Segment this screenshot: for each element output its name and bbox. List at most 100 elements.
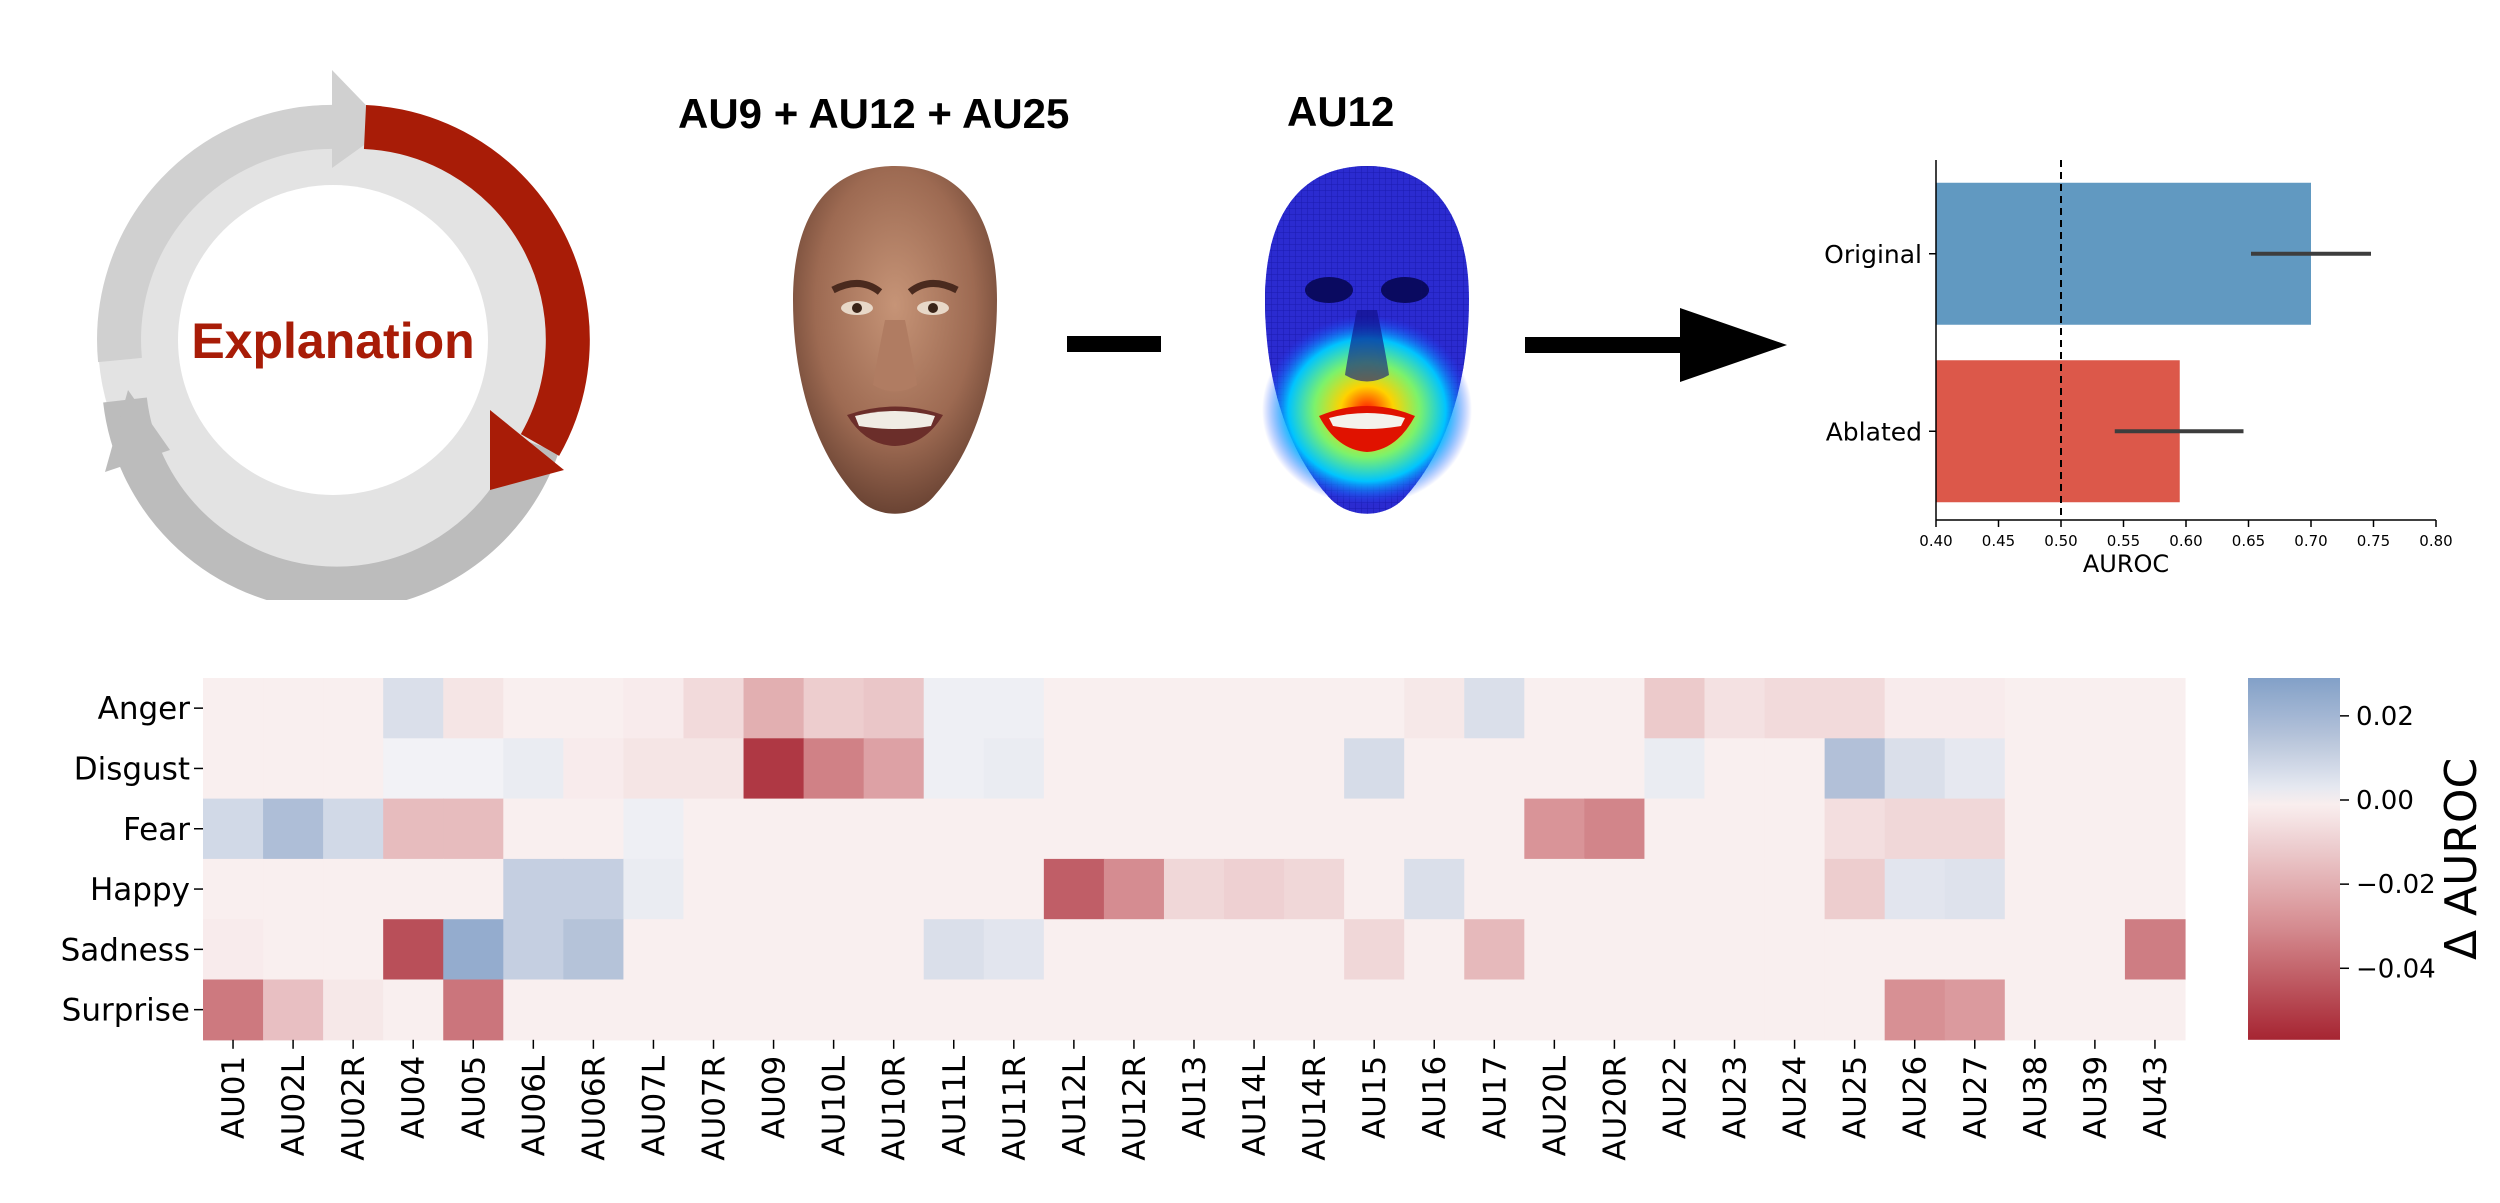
bar-original xyxy=(1936,182,2311,325)
heatmap-cell-surprise-au11r xyxy=(983,979,1045,1041)
heatmap-cell-happy-au39 xyxy=(2064,858,2126,920)
heatmap-cell-disgust-au07l xyxy=(623,738,685,800)
x-axis-label: AUROC xyxy=(2083,550,2169,578)
heatmap-cell-disgust-au11l xyxy=(923,738,985,800)
heatmap-cell-surprise-au14r xyxy=(1284,979,1345,1041)
heatmap-cell-happy-au15 xyxy=(1344,858,1405,920)
heatmap-cell-anger-au13 xyxy=(1163,678,1225,739)
heatmap-cell-anger-au14l xyxy=(1224,678,1285,739)
heatmap-cell-disgust-au12r xyxy=(1103,738,1165,800)
heatmap-cell-sadness-au13 xyxy=(1163,919,1225,981)
colorbar-label: Δ AUROC xyxy=(2436,758,2487,960)
heatmap-cell-disgust-au20r xyxy=(1584,738,1646,800)
heatmap-cell-surprise-au24 xyxy=(1764,979,1826,1041)
heatmap-cell-happy-au09 xyxy=(743,858,805,920)
heatmap-cell-anger-au39 xyxy=(2064,678,2126,739)
heatmap-cell-fear-au17 xyxy=(1464,798,1525,860)
heatmap-cell-fear-au26 xyxy=(1884,798,1946,860)
heatmap-cell-anger-au05 xyxy=(443,678,504,739)
heatmap-cell-anger-au11l xyxy=(923,678,985,739)
heatmap-cell-surprise-au02l xyxy=(263,979,324,1041)
heatmap-cell-sadness-au10r xyxy=(863,919,925,981)
heatmap-cell-sadness-au05 xyxy=(443,919,504,981)
colorbar-tick-label: 0.00 xyxy=(2356,786,2414,816)
column-label-au22: AU22 xyxy=(1657,1056,1693,1139)
heatmap-cell-fear-au24 xyxy=(1764,798,1826,860)
heatmap-cell-anger-au23 xyxy=(1704,678,1766,739)
heatmap-cell-surprise-au20l xyxy=(1524,979,1585,1041)
x-tick-label: 0.45 xyxy=(1982,532,2015,550)
heatmap-cell-fear-au25 xyxy=(1824,798,1886,860)
heatmap-cell-disgust-au26 xyxy=(1884,738,1946,800)
heatmap-cell-disgust-au10l xyxy=(803,738,865,800)
heatmap-cell-happy-au38 xyxy=(2004,858,2066,920)
heatmap-cell-fear-au15 xyxy=(1344,798,1405,860)
x-tick-label: 0.55 xyxy=(2107,532,2140,550)
row-label-anger: Anger xyxy=(98,691,191,727)
column-label-au05: AU05 xyxy=(456,1056,492,1139)
x-tick-label: 0.70 xyxy=(2294,532,2327,550)
heatmap-cell-fear-au13 xyxy=(1163,798,1225,860)
heatmap-cell-sadness-au23 xyxy=(1704,919,1766,981)
delta-auroc-heatmap: Anger Disgust Fear Happy Sadness Surprise AU01… xyxy=(61,678,2487,1161)
heatmap-cell-happy-au43 xyxy=(2124,858,2186,920)
heatmap-cell-sadness-au11l xyxy=(923,919,985,981)
heatmap-cell-surprise-au10l xyxy=(803,979,865,1041)
x-tick-label: 0.75 xyxy=(2357,532,2390,550)
heatmap-cell-disgust-au04 xyxy=(383,738,444,800)
column-label-au20l: AU20L xyxy=(1537,1055,1573,1156)
heatmap-cell-disgust-au25 xyxy=(1824,738,1886,800)
column-label-au13: AU13 xyxy=(1177,1056,1213,1139)
combined-au-label: AU9 + AU12 + AU25 xyxy=(678,90,1070,137)
heatmap-cell-anger-au20l xyxy=(1524,678,1585,739)
y-tick-label-ablated: Ablated xyxy=(1826,417,1922,446)
heatmap-cell-happy-au11l xyxy=(923,858,985,920)
heatmap-cell-fear-au38 xyxy=(2004,798,2066,860)
heatmap-cell-fear-au23 xyxy=(1704,798,1766,860)
column-label-au14r: AU14R xyxy=(1297,1056,1333,1161)
heatmap-cell-disgust-au07r xyxy=(683,738,745,800)
cycle-arc-top xyxy=(97,104,341,363)
heatmap-cell-happy-au13 xyxy=(1163,858,1225,920)
heatmap-cell-sadness-au01 xyxy=(203,919,264,981)
heatmap-cell-surprise-au26 xyxy=(1884,979,1946,1041)
heatmap-cell-sadness-au14l xyxy=(1224,919,1285,981)
heatmap-cell-fear-au06l xyxy=(503,798,564,860)
heatmap-cell-happy-au06l xyxy=(503,858,564,920)
heatmap-cell-anger-au15 xyxy=(1344,678,1405,739)
auroc-bar-chart: Original Ablated 0.40 0.45 0.50 0.55 0.60 0.65 0… xyxy=(1824,160,2453,578)
heatmap-cell-anger-au17 xyxy=(1464,678,1525,739)
heatmap-cell-fear-au11l xyxy=(923,798,985,860)
heatmap-cell-anger-au10l xyxy=(803,678,865,739)
heatmap-cell-surprise-au22 xyxy=(1644,979,1706,1041)
heatmap-cell-disgust-au38 xyxy=(2004,738,2066,800)
column-label-au11r: AU11R xyxy=(997,1056,1033,1161)
heatmap-cell-anger-au12l xyxy=(1043,678,1105,739)
heatmap-cell-happy-au12l xyxy=(1043,858,1105,920)
heatmap-cell-fear-au43 xyxy=(2124,798,2186,860)
heatmap-cell-surprise-au15 xyxy=(1344,979,1405,1041)
heatmap-cell-sadness-au38 xyxy=(2004,919,2066,981)
column-label-au26: AU26 xyxy=(1898,1056,1934,1139)
expressive-face-image xyxy=(793,166,997,514)
heatmap-cell-disgust-au02l xyxy=(263,738,324,800)
heatmap-cell-happy-au05 xyxy=(443,858,504,920)
heatmap-cell-happy-au14r xyxy=(1284,858,1345,920)
heatmap-cell-disgust-au06r xyxy=(563,738,625,800)
heatmap-cell-anger-au02l xyxy=(263,678,324,739)
column-label-au10r: AU10R xyxy=(877,1056,913,1161)
colorbar-tick-label: −0.04 xyxy=(2356,954,2436,984)
row-label-happy: Happy xyxy=(90,872,190,908)
heatmap-cell-anger-au04 xyxy=(383,678,444,739)
heatmap-cell-happy-au23 xyxy=(1704,858,1766,920)
heatmap-cell-sadness-au02r xyxy=(323,919,384,981)
x-tick-label: 0.80 xyxy=(2419,532,2452,550)
row-label-disgust: Disgust xyxy=(74,751,190,787)
heatmap-cell-disgust-au14r xyxy=(1284,738,1345,800)
column-label-au14l: AU14L xyxy=(1237,1055,1273,1156)
heatmap-cell-disgust-au24 xyxy=(1764,738,1826,800)
heatmap-cell-surprise-au16 xyxy=(1404,979,1465,1041)
heatmap-cell-happy-au25 xyxy=(1824,858,1886,920)
heatmap-cell-happy-au16 xyxy=(1404,858,1465,920)
column-label-au06l: AU06L xyxy=(516,1055,552,1156)
